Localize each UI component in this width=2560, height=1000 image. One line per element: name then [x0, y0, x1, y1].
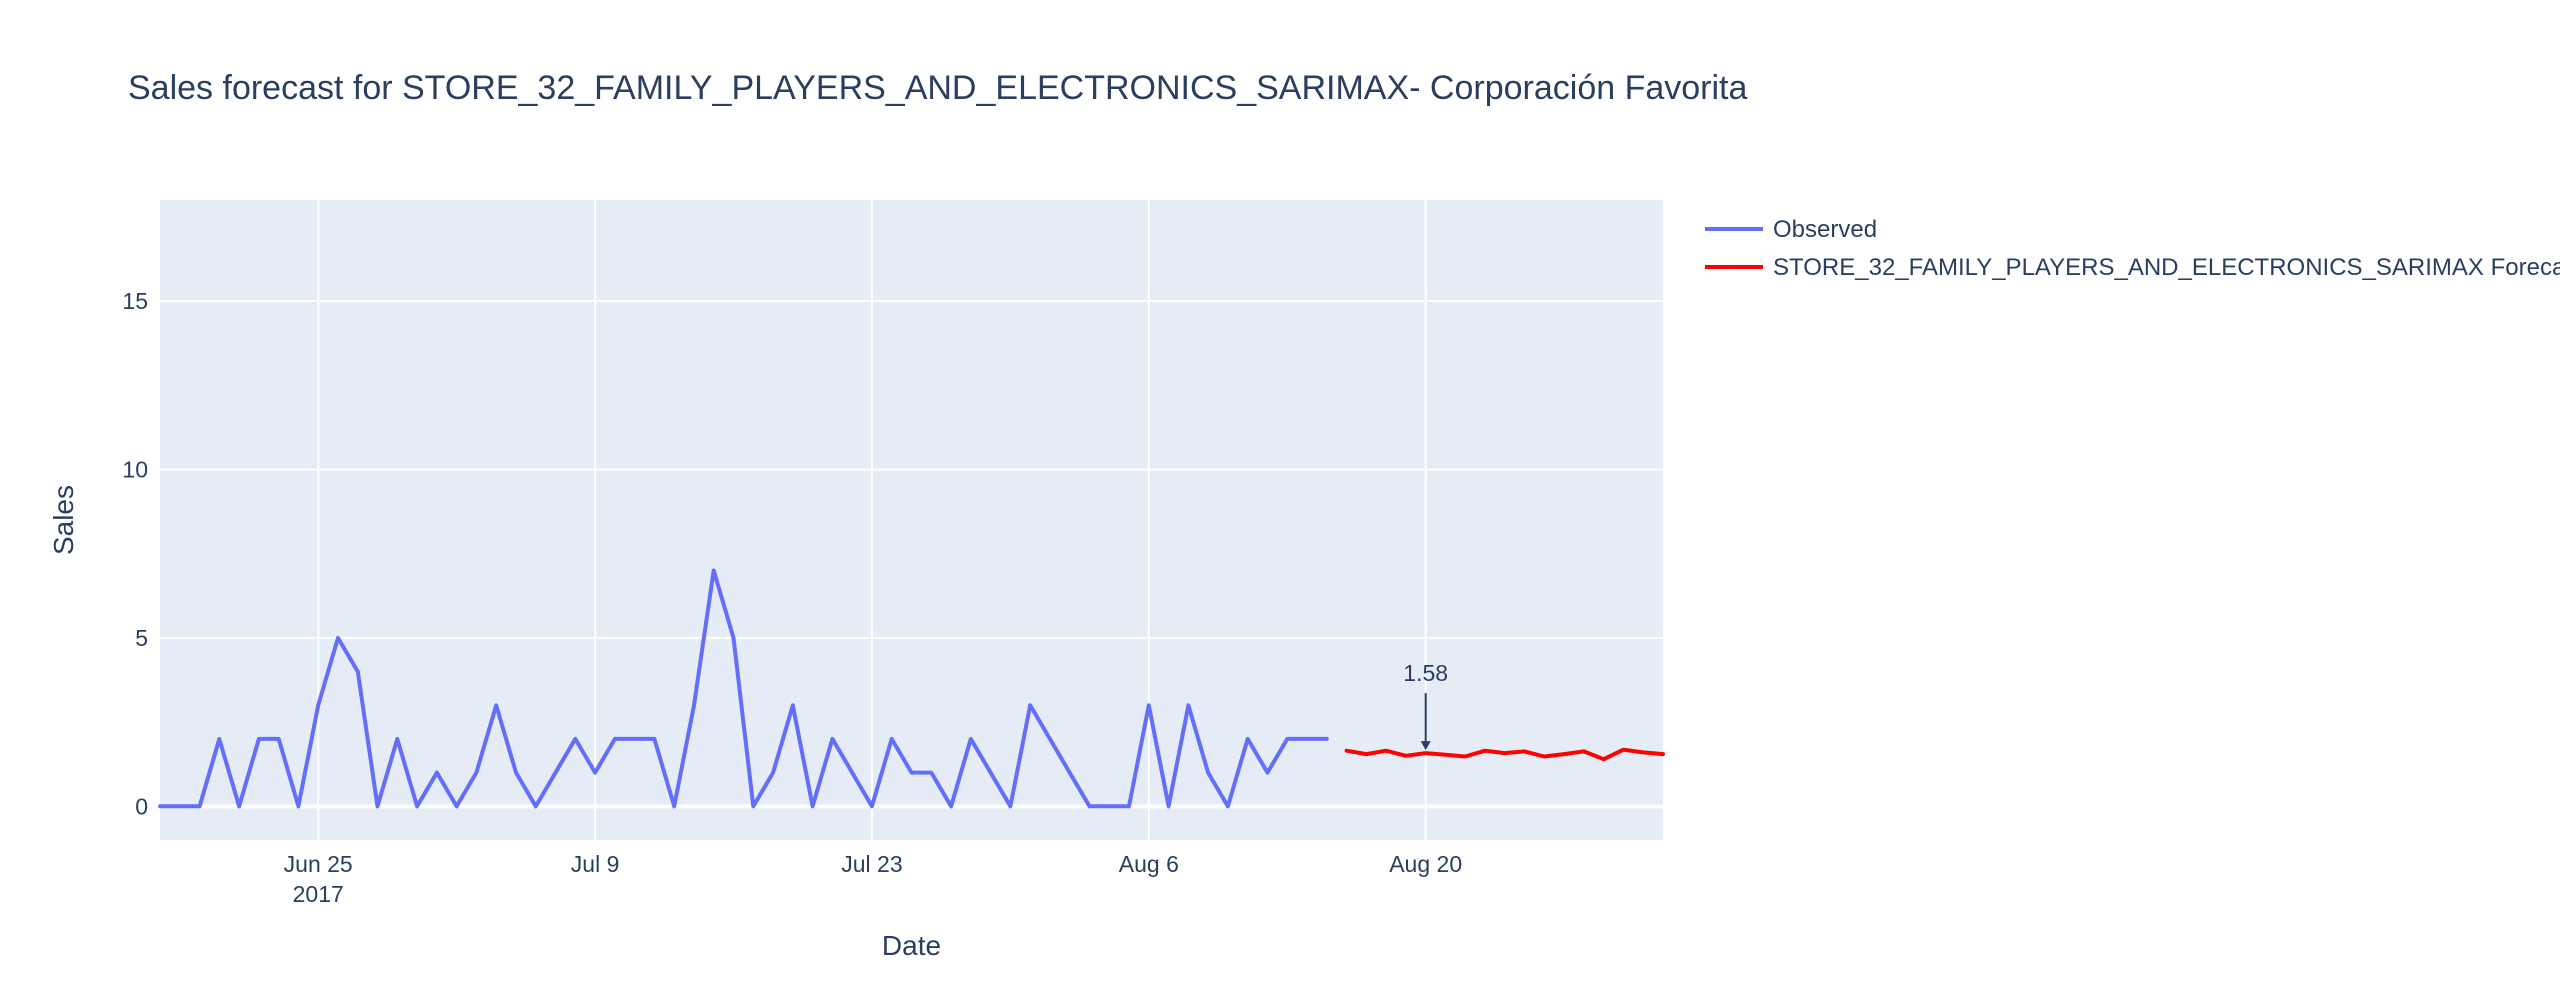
x-tick-label: Jul 9 [571, 851, 620, 877]
y-tick-label: 5 [135, 625, 148, 651]
x-tick-label: Jul 23 [841, 851, 902, 877]
series-line-observed [158, 568, 1329, 809]
annotation-arrow-head [1420, 741, 1431, 751]
plot-area [160, 200, 1663, 840]
legend-label-observed: Observed [1773, 216, 1877, 243]
x-tick-label: Aug 20 [1389, 851, 1462, 877]
x-tick-sublabel: 2017 [293, 881, 344, 907]
legend: Observed STORE_32_FAMILY_PLAYERS_AND_ELEC… [1705, 216, 2560, 281]
y-axis-ticks: 0 5 10 15 [122, 288, 148, 819]
grid-lines [160, 200, 1663, 840]
chart-title: Sales forecast for STORE_32_FAMILY_PLAYE… [128, 69, 1747, 107]
x-tick-label: Aug 6 [1119, 851, 1179, 877]
legend-label-forecast: STORE_32_FAMILY_PLAYERS_AND_ELECTRONICS_… [1773, 254, 2560, 281]
y-tick-label: 0 [135, 793, 148, 819]
series-line-forecast [1344, 747, 1665, 762]
y-tick-label: 10 [122, 456, 148, 482]
y-tick-label: 15 [122, 288, 148, 314]
y-axis-title: Sales [48, 485, 79, 555]
annotations: 1.58 [1403, 660, 1448, 751]
x-axis-ticks: Jun 25 2017 Jul 9 Jul 23 Aug 6 Aug 20 [284, 851, 1462, 907]
series-lines [158, 568, 1665, 809]
x-axis-title: Date [882, 930, 941, 961]
annotation-label: 1.58 [1403, 660, 1448, 686]
x-tick-label: Jun 25 [284, 851, 353, 877]
